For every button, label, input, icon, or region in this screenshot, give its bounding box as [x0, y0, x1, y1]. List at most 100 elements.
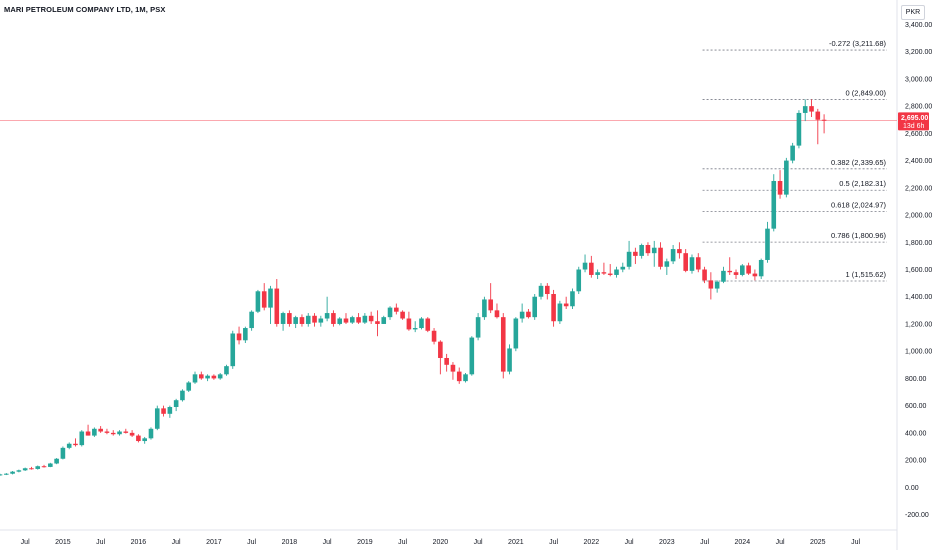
- price-label-value: 2,695.00: [901, 115, 928, 122]
- candle-body: [381, 317, 387, 324]
- candle: [601, 262, 607, 275]
- candle-body: [507, 348, 512, 372]
- candle: [595, 269, 600, 280]
- candle: [16, 469, 22, 473]
- candle: [66, 442, 72, 450]
- candle-body: [532, 296, 538, 318]
- candle: [740, 264, 745, 277]
- candle-body: [796, 112, 802, 146]
- candle: [35, 465, 41, 470]
- candle-body: [456, 371, 462, 382]
- x-tick-label: 2022: [584, 539, 600, 546]
- candle: [821, 114, 827, 134]
- price-label-countdown: 13d 6h: [903, 123, 925, 130]
- candle-body: [765, 228, 770, 260]
- candle: [475, 313, 481, 341]
- candle: [205, 374, 210, 382]
- candle-body: [664, 261, 670, 267]
- candle-body: [412, 328, 418, 330]
- fib-level-label: 0.786 (1,800.96): [831, 231, 887, 240]
- candle-body: [154, 408, 160, 429]
- fib-level-label: 0 (2,849.00): [846, 88, 887, 97]
- candle: [381, 315, 387, 324]
- candle: [438, 340, 443, 375]
- candle: [22, 467, 28, 471]
- candle: [173, 398, 179, 412]
- candle-body: [683, 253, 688, 271]
- candle-body: [400, 311, 405, 319]
- x-tick-label: 2020: [433, 539, 449, 546]
- candle-body: [670, 249, 676, 262]
- candle-body: [230, 333, 236, 367]
- fib-level-label: 0.618 (2,024.97): [831, 201, 887, 210]
- currency-button[interactable]: PKR: [901, 5, 925, 20]
- x-tick-label: 2017: [206, 539, 222, 546]
- candle: [664, 258, 670, 275]
- candle-body: [463, 374, 468, 382]
- candle-body: [73, 443, 78, 446]
- candle-body: [500, 317, 506, 372]
- candle-body: [173, 400, 179, 408]
- candle-body: [695, 257, 701, 270]
- candle-body: [110, 432, 116, 435]
- candle: [129, 430, 135, 437]
- candle-body: [557, 303, 563, 322]
- candle: [645, 242, 651, 256]
- candle-body: [563, 303, 569, 307]
- candle-body: [544, 285, 550, 295]
- x-tick-label: 2024: [735, 539, 751, 546]
- candle: [387, 306, 393, 320]
- candle-body: [3, 473, 9, 475]
- candle: [488, 283, 493, 314]
- x-tick-label: Jul: [172, 539, 181, 546]
- candle: [689, 254, 695, 274]
- candle: [186, 381, 192, 393]
- candle: [287, 310, 292, 327]
- candle-body: [677, 249, 682, 254]
- candle: [199, 371, 204, 380]
- price-axis[interactable]: -200.00 0.00 200.00 400.00 600.00 800.00 1,000…: [905, 22, 932, 519]
- candle-body: [431, 330, 437, 342]
- candle-body: [733, 272, 739, 275]
- candle-body: [186, 382, 192, 391]
- x-tick-label: Jul: [700, 539, 709, 546]
- y-tick-label: 1,200.00: [905, 321, 932, 328]
- candle: [331, 310, 336, 327]
- candle-body: [595, 272, 600, 275]
- x-tick-label: 2019: [357, 539, 373, 546]
- candle: [324, 296, 330, 322]
- candle-body: [821, 119, 827, 121]
- time-axis[interactable]: Jul 2015 Jul 2016 Jul 2017 Jul 2018 Jul 2019 Jul 20…: [21, 539, 861, 546]
- candle: [98, 426, 103, 433]
- candle-body: [161, 408, 166, 414]
- fib-retracement[interactable]: -0.272 (3,211.68) 0 (2,849.00) 0.382 (2,33…: [702, 39, 887, 282]
- candle-body: [740, 265, 745, 275]
- candle-body: [199, 374, 204, 379]
- candle: [85, 424, 91, 436]
- candle-body: [620, 266, 626, 270]
- candle: [362, 313, 368, 324]
- candle-body: [92, 428, 97, 436]
- candle: [343, 313, 349, 324]
- x-tick-label: 2016: [131, 539, 147, 546]
- candle-body: [180, 390, 185, 401]
- candle: [482, 296, 487, 320]
- x-tick-label: 2015: [55, 539, 71, 546]
- candle: [274, 279, 280, 327]
- candle: [714, 280, 720, 293]
- candle: [29, 466, 34, 470]
- y-tick-label: 0.00: [905, 485, 919, 492]
- candle-body: [708, 280, 714, 289]
- candle-body: [331, 313, 336, 324]
- candle-body: [29, 468, 34, 470]
- x-tick-label: Jul: [323, 539, 332, 546]
- candle: [802, 99, 808, 122]
- x-tick-label: Jul: [247, 539, 256, 546]
- x-tick-label: Jul: [96, 539, 105, 546]
- candle: [519, 303, 525, 323]
- candle: [494, 303, 500, 319]
- candle: [589, 255, 594, 278]
- candle: [54, 458, 59, 465]
